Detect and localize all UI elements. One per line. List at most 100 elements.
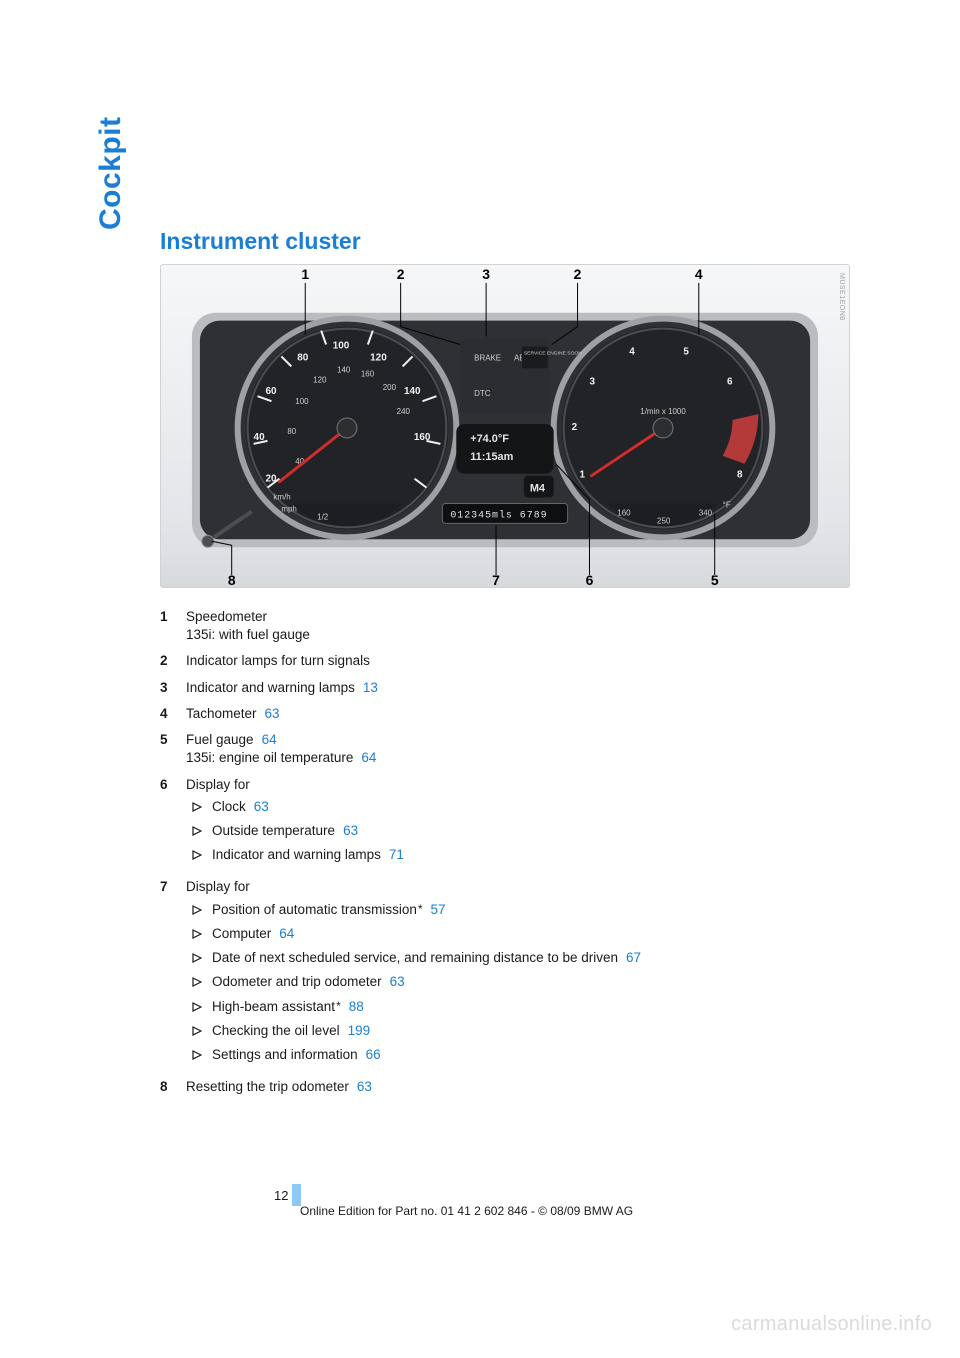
legend-sublist: Position of automatic transmission*57Com… — [186, 901, 840, 1065]
footnote-star-icon: * — [418, 902, 423, 916]
triangle-bullet-icon — [192, 802, 202, 812]
legend-number: 5 — [160, 731, 186, 767]
speedo-mph-140: 140 — [404, 386, 421, 397]
speedo-mph-120: 120 — [370, 352, 387, 363]
instrument-cluster-svg: 20 40 60 80 100 120 140 160 40 80 100 12… — [161, 265, 849, 587]
svg-text:8: 8 — [737, 470, 743, 481]
legend-number: 7 — [160, 878, 186, 1070]
page-ref[interactable]: 64 — [361, 750, 376, 765]
svg-text:1/2: 1/2 — [317, 512, 329, 521]
svg-text:°F: °F — [723, 500, 731, 509]
triangle-bullet-icon — [192, 1002, 202, 1012]
legend-sub-item: Outside temperature63 — [186, 822, 840, 840]
legend-item-5: 5Fuel gauge64135i: engine oil temperatur… — [160, 731, 840, 767]
legend-body: Tachometer63 — [186, 705, 840, 723]
legend-text: 135i: engine oil temperature64 — [186, 749, 840, 767]
svg-text:80: 80 — [287, 427, 296, 436]
legend-sub-text: Clock63 — [212, 798, 840, 816]
callout-2b: 2 — [574, 266, 582, 282]
legend-sub-item: Settings and information66 — [186, 1046, 840, 1064]
legend-sub-text: Indicator and warning lamps71 — [212, 846, 840, 864]
legend-sub-text: Date of next scheduled service, and rema… — [212, 949, 840, 967]
brake-lamp: BRAKE — [474, 353, 501, 362]
page-number: 12 — [274, 1188, 288, 1203]
triangle-bullet-icon — [192, 953, 202, 963]
callout-4: 4 — [695, 266, 703, 282]
legend-number: 3 — [160, 679, 186, 697]
legend-sub-item: Checking the oil level199 — [186, 1022, 840, 1040]
page-number-bar — [292, 1184, 301, 1206]
legend-text: Tachometer63 — [186, 705, 840, 723]
legend-item-2: 2Indicator lamps for turn signals — [160, 652, 840, 670]
lcd-time: 11:15am — [470, 451, 513, 463]
triangle-bullet-icon — [192, 929, 202, 939]
page-ref[interactable]: 63 — [265, 706, 280, 721]
legend-item-3: 3Indicator and warning lamps13 — [160, 679, 840, 697]
callout-5: 5 — [711, 572, 719, 587]
page-ref[interactable]: 71 — [389, 847, 404, 862]
legend-item-1: 1Speedometer135i: with fuel gauge — [160, 608, 840, 644]
speedo-mph-60: 60 — [265, 386, 277, 397]
page-ref[interactable]: 63 — [343, 823, 358, 838]
page-ref[interactable]: 64 — [262, 732, 277, 747]
svg-text:160: 160 — [361, 369, 375, 378]
callout-7: 7 — [492, 572, 500, 587]
legend-text: Fuel gauge64 — [186, 731, 840, 749]
triangle-bullet-icon — [192, 850, 202, 860]
page-ref[interactable]: 63 — [390, 974, 405, 989]
legend-body: Display forPosition of automatic transmi… — [186, 878, 840, 1070]
page-ref[interactable]: 66 — [366, 1047, 381, 1062]
page-ref[interactable]: 63 — [254, 799, 269, 814]
speedo-mph-20: 20 — [265, 474, 277, 485]
legend-number: 8 — [160, 1078, 186, 1096]
legend-item-6: 6Display forClock63Outside temperature63… — [160, 776, 840, 871]
legend-sub-item: Indicator and warning lamps71 — [186, 846, 840, 864]
legend-sub-text: Odometer and trip odometer63 — [212, 973, 840, 991]
legend-sub-text: High-beam assistant*88 — [212, 998, 840, 1016]
manual-page: Cockpit Instrument cluster — [0, 0, 960, 1358]
svg-text:120: 120 — [313, 375, 327, 384]
svg-text:250: 250 — [657, 516, 671, 525]
page-ref[interactable]: 67 — [626, 950, 641, 965]
legend-sub-item: Clock63 — [186, 798, 840, 816]
svg-text:200: 200 — [383, 383, 397, 392]
legend-text: 135i: with fuel gauge — [186, 626, 840, 644]
callout-6: 6 — [586, 572, 594, 587]
legend-sub-item: Odometer and trip odometer63 — [186, 973, 840, 991]
legend-sub-item: Computer64 — [186, 925, 840, 943]
watermark: carmanualsonline.info — [731, 1313, 932, 1336]
dtc-lamp: DTC — [474, 389, 491, 398]
page-number-box: 12 — [274, 1184, 301, 1206]
svg-text:100: 100 — [295, 397, 309, 406]
page-ref[interactable]: 57 — [431, 902, 446, 917]
callout-8: 8 — [228, 572, 236, 587]
legend-text: Display for — [186, 878, 840, 896]
legend-sub-text: Position of automatic transmission*57 — [212, 901, 840, 919]
page-ref[interactable]: 63 — [357, 1079, 372, 1094]
svg-text:5: 5 — [683, 346, 689, 357]
legend-number: 6 — [160, 776, 186, 871]
svg-text:3: 3 — [589, 376, 595, 387]
legend-sublist: Clock63 Outside temperature63 Indicator an… — [186, 798, 840, 865]
svg-text:140: 140 — [337, 365, 351, 374]
legend-body: Indicator and warning lamps13 — [186, 679, 840, 697]
section-title: Instrument cluster — [160, 228, 361, 255]
footer-line: Online Edition for Part no. 01 41 2 602 … — [300, 1204, 633, 1218]
page-ref[interactable]: 199 — [348, 1023, 371, 1038]
legend-body: Resetting the trip odometer63 — [186, 1078, 840, 1096]
speedo-mph-160: 160 — [414, 432, 431, 443]
footnote-star-icon: * — [336, 999, 341, 1013]
legend-sub-text: Settings and information66 — [212, 1046, 840, 1064]
triangle-bullet-icon — [192, 1026, 202, 1036]
page-ref[interactable]: 13 — [363, 680, 378, 695]
page-ref[interactable]: 88 — [349, 999, 364, 1014]
legend-number: 2 — [160, 652, 186, 670]
callout-2a: 2 — [397, 266, 405, 282]
page-ref[interactable]: 64 — [279, 926, 294, 941]
legend-body: Fuel gauge64135i: engine oil temperature… — [186, 731, 840, 767]
svg-text:340: 340 — [699, 508, 713, 517]
unit-kmh: km/h — [273, 493, 290, 502]
legend-body: Indicator lamps for turn signals — [186, 652, 840, 670]
legend-sub-text: Outside temperature63 — [212, 822, 840, 840]
legend-body: Display forClock63Outside temperature63I… — [186, 776, 840, 871]
